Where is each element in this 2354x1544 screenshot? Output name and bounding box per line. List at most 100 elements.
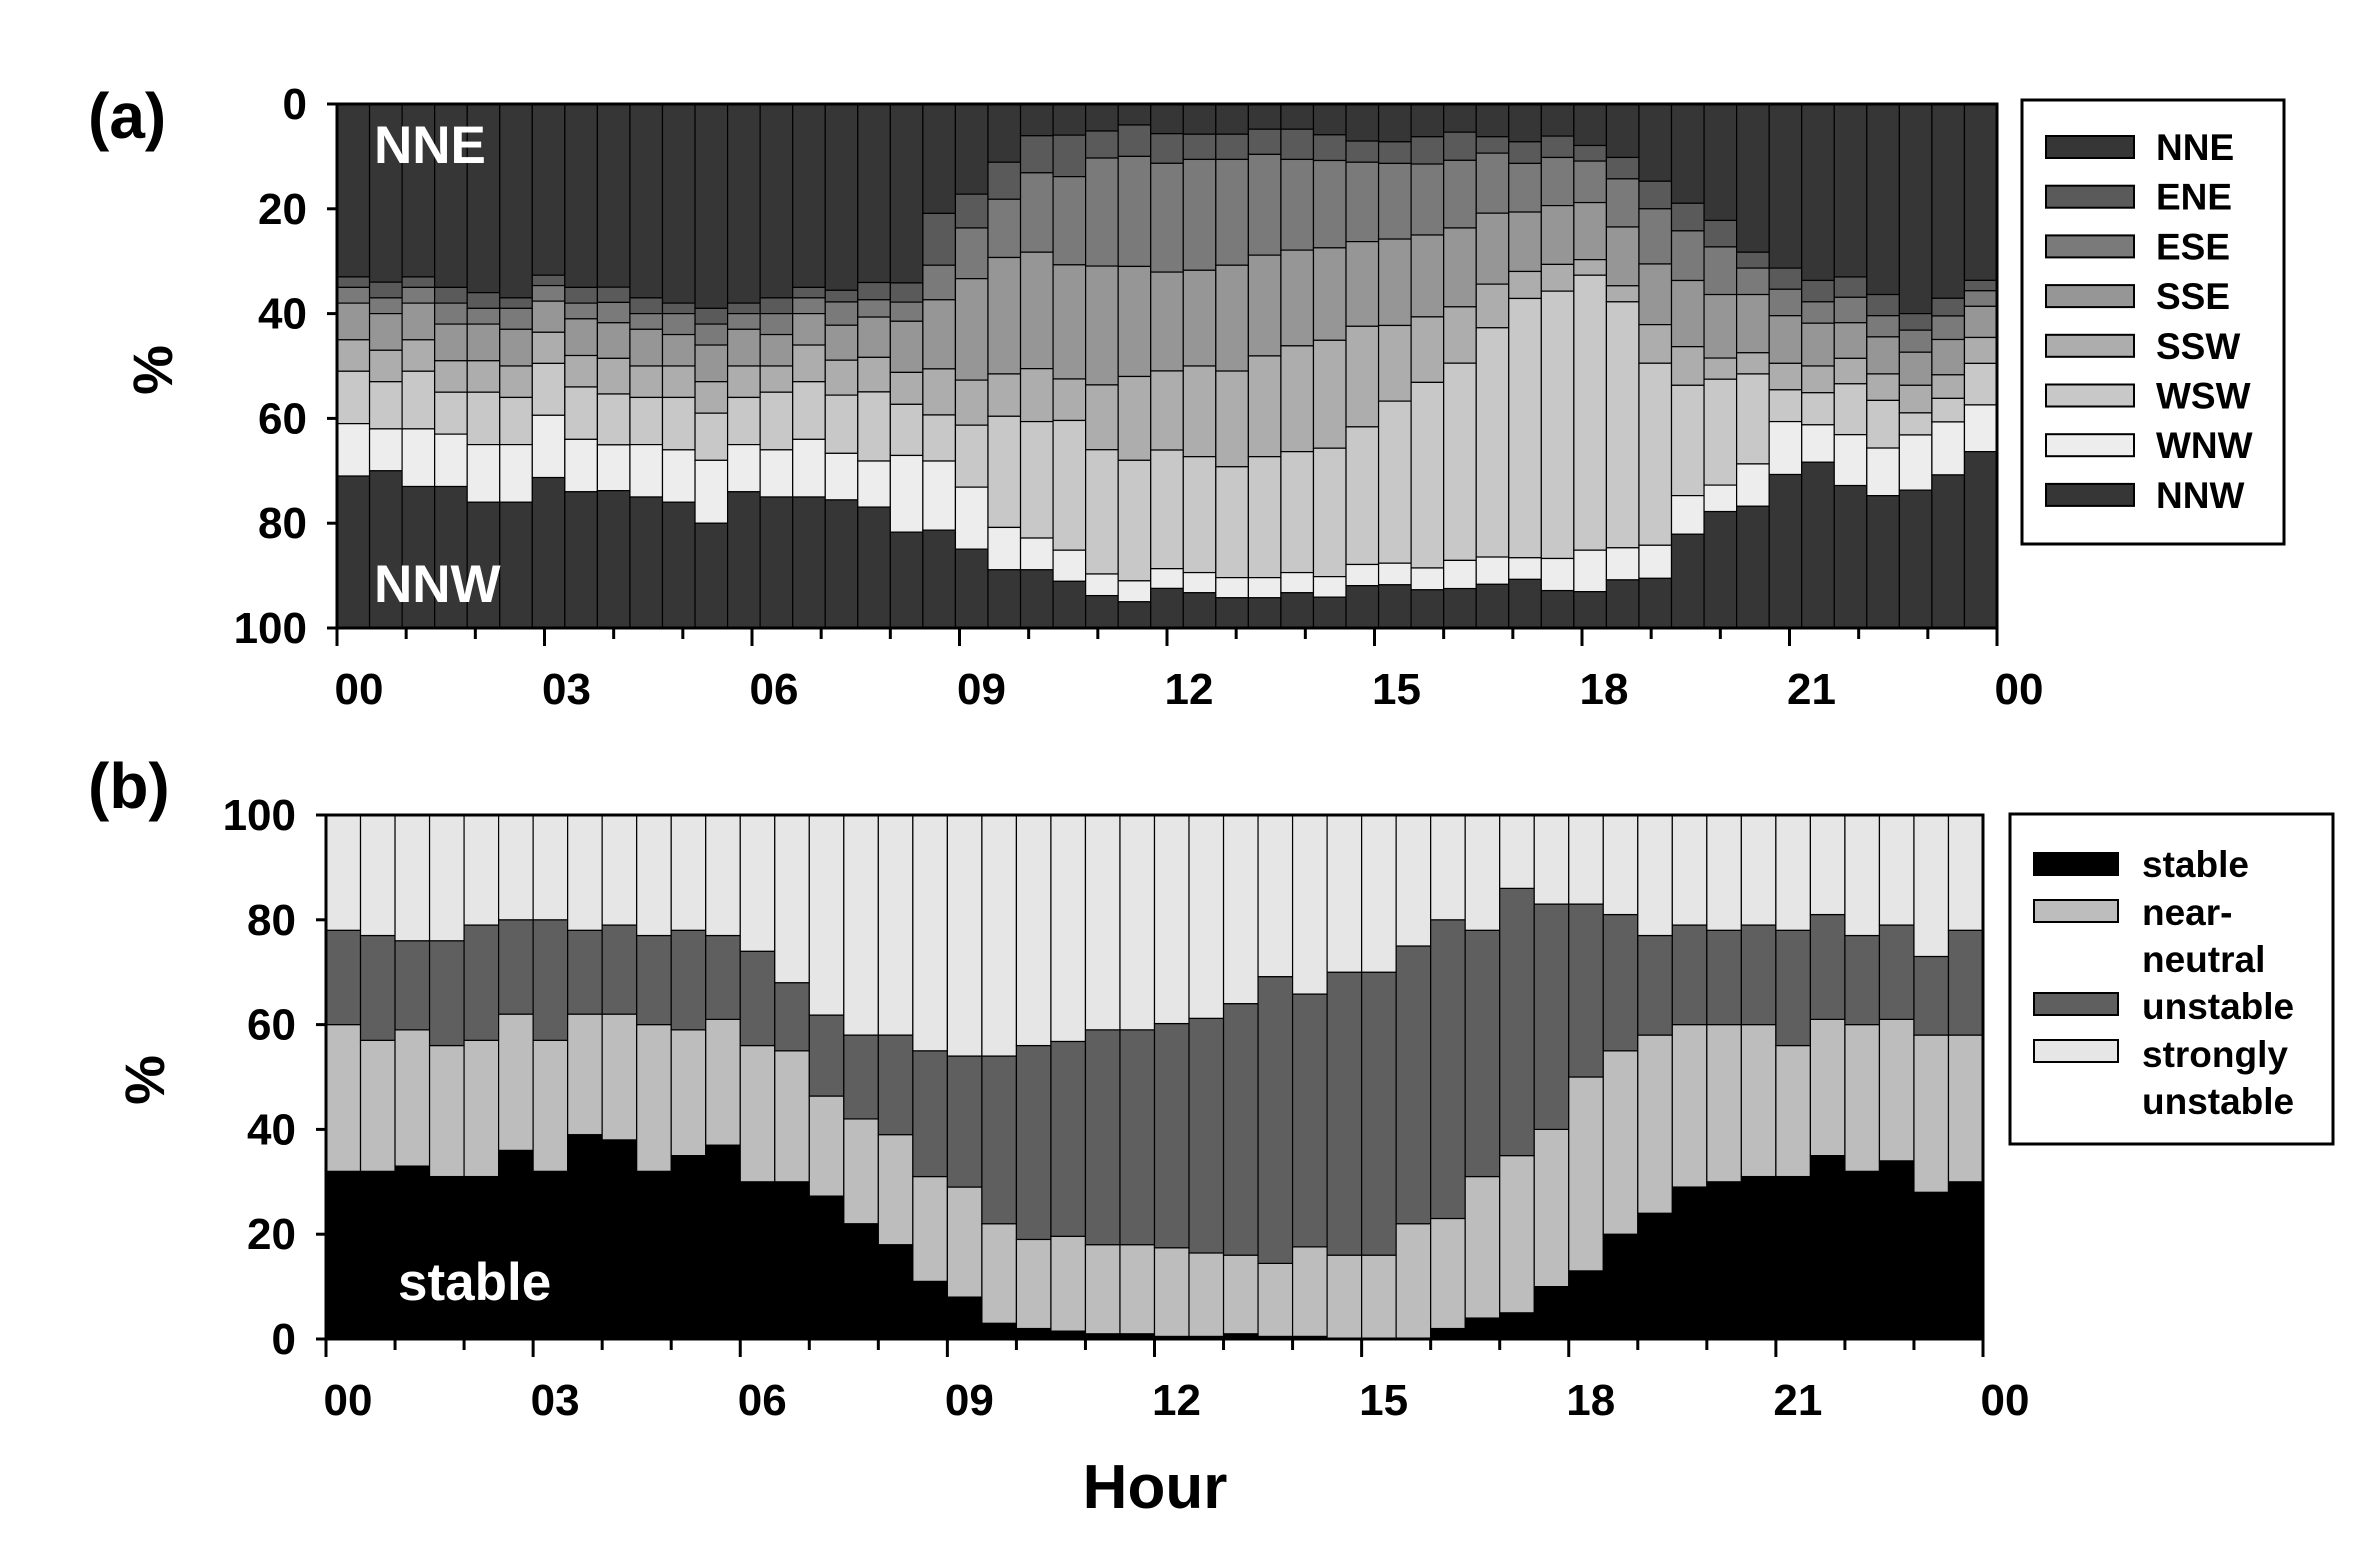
- panel-a-bar-nnw-9: [629, 496, 664, 629]
- panel-a-bar-wnw-29: [1280, 571, 1315, 594]
- panel-b-bar-strongly-unstable-25: [1188, 814, 1225, 1019]
- panel-a-bar-ene-10: [661, 302, 696, 315]
- panel-b-bar-strongly-unstable-14: [808, 814, 845, 1016]
- panel-a-bar-sse-26: [1182, 269, 1217, 367]
- panel-a-bar-sse-22: [1052, 264, 1087, 380]
- panel-b-bar-strongly-unstable-44: [1844, 814, 1881, 937]
- panel-b-bar-stable-14: [808, 1195, 845, 1340]
- panel-b-bar-strongly-unstable-9: [636, 814, 672, 937]
- panel-b-bar-strongly-unstable-7: [567, 814, 603, 931]
- panel-a-bar-ssw-34: [1443, 306, 1477, 364]
- panel-a-bar-ene-40: [1638, 180, 1673, 210]
- panel-a-bar-ene-13: [759, 297, 794, 315]
- panel-a-bar-wnw-24: [1117, 580, 1152, 603]
- panel-a-bar-ssw-37: [1540, 263, 1575, 292]
- panel-a-bar-nne-29: [1280, 103, 1315, 130]
- panel-a-bar-ese-5: [499, 307, 533, 330]
- panel-a-bar-ssw-35: [1475, 283, 1510, 329]
- panel-a-bar-ssw-16: [857, 356, 891, 393]
- panel-b-bar-strongly-unstable-17: [912, 814, 948, 1052]
- panel-a-bar-nne-24: [1117, 103, 1152, 126]
- panel-b-bar-strongly-unstable-29: [1326, 814, 1363, 973]
- panel-a-bar-ene-38: [1573, 144, 1608, 162]
- panel-a-bar-sse-19: [954, 278, 989, 381]
- panel-b-bar-stable-16: [877, 1244, 914, 1340]
- panel-a-bar-nne-30: [1312, 103, 1347, 136]
- panel-a-bar-nne-37: [1540, 103, 1575, 137]
- panel-a-bar-wsw-1: [368, 381, 403, 430]
- panel-a-bar-ese-11: [694, 323, 729, 346]
- panel-b-bar-strongly-unstable-24: [1153, 814, 1190, 1025]
- panel-a-bar-ssw-23: [1085, 384, 1119, 451]
- panel-a-bar-ssw-26: [1182, 365, 1217, 458]
- panel-a-bar-sse-3: [434, 323, 468, 362]
- panel-a-bar-ese-42: [1703, 246, 1738, 296]
- panel-a-bar-ssw-25: [1150, 370, 1184, 451]
- panel-b-bar-unstable-35: [1533, 903, 1570, 1131]
- panel-b-legend-label-0-line-0: stable: [2142, 844, 2249, 885]
- panel-a-bar-wsw-25: [1150, 449, 1184, 570]
- panel-a-bar-ssw-7: [564, 354, 598, 388]
- panel-a-bar-ssw-33: [1410, 316, 1445, 383]
- panel-a-bar-nnw-47: [1866, 495, 1900, 629]
- panel-a-y-tick-label-0: 0: [283, 80, 307, 129]
- panel-b-bar-unstable-32: [1430, 919, 1466, 1220]
- panel-a-bar-wsw-17: [889, 403, 924, 457]
- panel-a-bar-ese-32: [1377, 162, 1412, 240]
- panel-b-bar-unstable-18: [946, 1055, 983, 1188]
- panel-a-bar-sse-39: [1605, 226, 1640, 287]
- panel-b-bar-stable-0: [325, 1170, 362, 1340]
- panel-b-bar-near-neutral-21: [1050, 1235, 1087, 1332]
- panel-a-bar-nnw-17: [889, 531, 924, 629]
- panel-a-bar-nne-34: [1443, 103, 1477, 133]
- panel-a-bar-nne-6: [531, 103, 566, 276]
- panel-a-bar-nne-14: [792, 103, 826, 288]
- panel-a-bar-wsw-4: [466, 391, 501, 446]
- panel-a-legend-label-1: ENE: [2156, 177, 2232, 218]
- panel-a-bar-ssw-40: [1638, 324, 1673, 364]
- panel-b-x-tick-label-5: 15: [1359, 1376, 1408, 1425]
- panel-a-bar-ese-35: [1475, 152, 1510, 214]
- panel-b-bar-strongly-unstable-10: [670, 814, 707, 931]
- panel-a-inner-label-bottom: NNW: [374, 555, 501, 614]
- panel-b-bar-near-neutral-34: [1499, 1154, 1535, 1314]
- panel-b-bar-stable-2: [394, 1165, 431, 1340]
- panel-a-bar-nne-20: [987, 103, 1022, 163]
- panel-a-bar-ssw-47: [1866, 373, 1900, 402]
- panel-b-bar-stable-39: [1671, 1186, 1708, 1340]
- panel-a-bar-ese-28: [1247, 153, 1282, 256]
- panel-a-bar-nnw-36: [1508, 578, 1542, 629]
- panel-a-bar-ssw-31: [1345, 325, 1380, 428]
- panel-a-bar-nne-26: [1182, 103, 1217, 135]
- panel-b-legend-label-1-line-1: neutral: [2142, 939, 2265, 980]
- panel-a-legend-swatch-0: [2045, 135, 2135, 159]
- panel-b-bar-stable-42: [1775, 1175, 1812, 1340]
- panel-b-bar-strongly-unstable-35: [1533, 814, 1570, 905]
- panel-b-bar-strongly-unstable-28: [1291, 814, 1328, 995]
- panel-a-bar-nnw-24: [1117, 601, 1152, 629]
- panel-a-bar-ene-39: [1605, 156, 1640, 180]
- panel-a-bar-nnw-1: [368, 470, 403, 629]
- panel-a-bar-wsw-3: [434, 391, 468, 435]
- panel-a-bar-ene-42: [1703, 219, 1738, 248]
- panel-a-bar-nne-40: [1638, 103, 1673, 182]
- panel-a-bar-wnw-18: [922, 460, 957, 531]
- panel-b-bar-strongly-unstable-39: [1671, 814, 1708, 926]
- panel-b-bar-stable-20: [1015, 1327, 1052, 1340]
- panel-a-bar-nnw-35: [1475, 583, 1510, 629]
- panel-b-bar-unstable-46: [1913, 955, 1950, 1036]
- panel-b-y-tick-label-3: 60: [247, 1001, 296, 1050]
- panel-b-bar-strongly-unstable-18: [946, 814, 983, 1057]
- panel-a-bar-ene-49: [1931, 297, 1966, 317]
- panel-a-bar-ene-18: [922, 212, 957, 266]
- panel-a-bar-sse-50: [1963, 305, 1998, 339]
- panel-a-bar-wnw-12: [726, 444, 761, 493]
- panel-a-bar-wnw-6: [531, 414, 566, 479]
- panel-b-bar-strongly-unstable-32: [1430, 814, 1466, 921]
- panel-a-bar-sse-11: [694, 344, 729, 383]
- panel-a-bar-wsw-37: [1540, 290, 1575, 560]
- panel-a-bar-nne-42: [1703, 103, 1738, 222]
- panel-a-bar-nnw-31: [1345, 585, 1380, 629]
- panel-a-bar-wsw-26: [1182, 456, 1217, 574]
- panel-a-bar-ssw-1: [368, 349, 403, 383]
